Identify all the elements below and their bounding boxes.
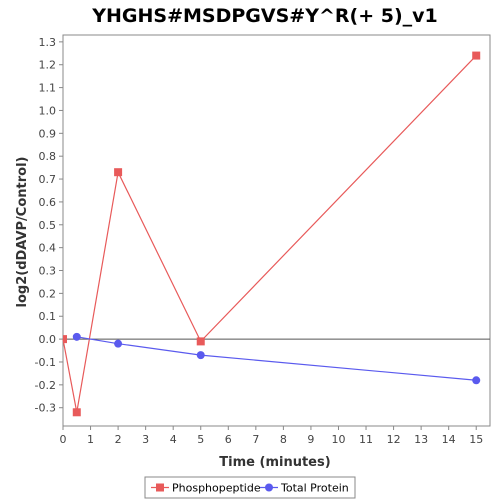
x-tick-label: 4 bbox=[170, 433, 177, 446]
x-tick-label: 8 bbox=[280, 433, 287, 446]
total-protein-legend-marker bbox=[265, 483, 273, 492]
legend: Phosphopeptide Total Protein bbox=[144, 476, 356, 499]
y-tick-label: 1.3 bbox=[39, 36, 57, 49]
y-tick-label: 1.2 bbox=[39, 59, 57, 72]
y-tick-label: -0.2 bbox=[35, 379, 56, 392]
total-protein-line bbox=[76, 336, 477, 381]
legend-item-phosphopeptide: Phosphopeptide bbox=[172, 482, 261, 495]
y-axis-label: log2(dDAVP/Control) bbox=[15, 157, 30, 308]
y-tick-label: -0.1 bbox=[35, 356, 56, 369]
phosphopeptide-point bbox=[114, 168, 123, 177]
x-tick-label: 3 bbox=[142, 433, 149, 446]
legend-item-total-protein: Total Protein bbox=[280, 482, 349, 495]
x-tick-label: 11 bbox=[359, 433, 373, 446]
y-tick-label: 0.5 bbox=[39, 219, 57, 232]
x-tick-label: 6 bbox=[225, 433, 232, 446]
x-tick-label: 12 bbox=[387, 433, 401, 446]
y-tick-label: 0.3 bbox=[39, 265, 57, 278]
y-tick-label: 0.6 bbox=[39, 196, 57, 209]
x-tick-label: 2 bbox=[115, 433, 122, 446]
y-tick-label: 0.7 bbox=[39, 173, 57, 186]
x-tick-label: 7 bbox=[252, 433, 259, 446]
y-tick-label: 0.0 bbox=[39, 333, 57, 346]
x-tick-label: 5 bbox=[197, 433, 204, 446]
chart-title: YHGHS#MSDPGVS#Y^R(+ 5)_v1 bbox=[91, 5, 438, 27]
x-tick-label: 10 bbox=[331, 433, 345, 446]
x-tick-label: 14 bbox=[442, 433, 456, 446]
total-protein-point bbox=[472, 376, 481, 385]
x-axis-label: Time (minutes) bbox=[219, 455, 330, 470]
y-tick-label: 0.2 bbox=[39, 287, 57, 300]
y-tick-label: 0.1 bbox=[39, 310, 57, 323]
phosphopeptide-point bbox=[72, 408, 81, 417]
y-tick-label: 0.9 bbox=[39, 127, 57, 140]
y-tick-label: 1.1 bbox=[39, 82, 57, 95]
x-tick-label: 0 bbox=[60, 433, 67, 446]
plot-frame bbox=[62, 34, 491, 427]
total-protein-point bbox=[72, 332, 81, 341]
phosphopeptide-point bbox=[63, 335, 67, 344]
phosphopeptide-point bbox=[196, 337, 205, 346]
x-tick-label: 9 bbox=[307, 433, 314, 446]
x-tick-label: 13 bbox=[414, 433, 428, 446]
legend-box bbox=[144, 476, 356, 499]
plot-area: -0.3 -0.2 -0.1 0.0 0.1 0.2 0.3 0.4 0.5 0.6 0.7 0.8 0… bbox=[35, 34, 491, 446]
y-tick-label: 0.4 bbox=[39, 242, 57, 255]
y-tick-label: 1.0 bbox=[39, 104, 57, 117]
x-tick-label: 15 bbox=[469, 433, 483, 446]
x-tick-label: 1 bbox=[87, 433, 94, 446]
total-protein-point bbox=[114, 339, 123, 348]
y-tick-label: 0.8 bbox=[39, 150, 57, 163]
y-tick-label: -0.3 bbox=[35, 402, 56, 415]
phosphopeptide-legend-marker bbox=[156, 483, 164, 492]
phosphopeptide-point bbox=[472, 51, 481, 60]
total-protein-point bbox=[196, 351, 205, 360]
